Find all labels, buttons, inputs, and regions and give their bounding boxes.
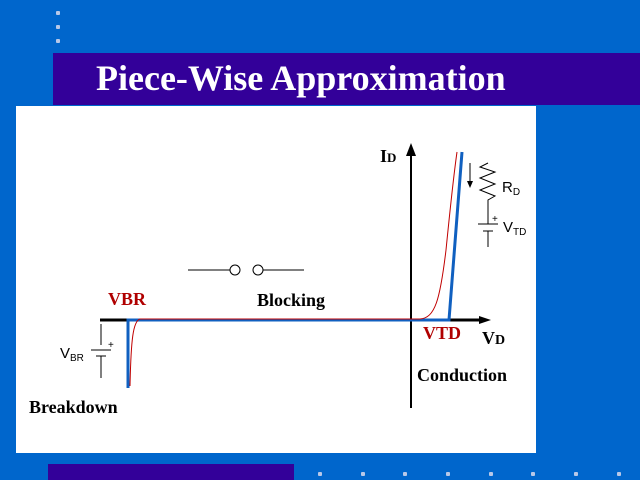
approximation-curve: [126, 151, 464, 388]
y-axis-arrow-icon: [406, 143, 416, 156]
switch-terminal: [229, 264, 241, 276]
decor-dot: [56, 11, 60, 15]
decor-dot: [489, 472, 493, 476]
y-axis-label: ID: [380, 146, 396, 166]
vbr-source-label: VBR: [60, 345, 84, 364]
rd-label: RD: [502, 179, 520, 198]
x-axis-arrow-icon: [479, 316, 491, 324]
decor-dot: [574, 472, 578, 476]
vbr-label: VBR: [108, 289, 147, 309]
decor-dot: [56, 39, 60, 43]
vtd-source-label: VTD: [503, 219, 526, 238]
decor-dot: [318, 472, 322, 476]
slide-title: Piece-Wise Approximation: [96, 58, 506, 98]
decor-dot: [361, 472, 365, 476]
footer-bar: [48, 464, 294, 480]
x-axis-label: VD: [482, 328, 505, 348]
title-bar: Piece-Wise Approximation: [53, 53, 640, 105]
plus-sign: +: [108, 340, 114, 351]
switch-terminal: [252, 264, 264, 276]
plus-sign: +: [492, 214, 498, 225]
vtd-label: VTD: [423, 323, 461, 343]
breakdown-label: Breakdown: [29, 397, 118, 417]
decor-dot: [531, 472, 535, 476]
content-panel: [16, 106, 536, 453]
conduction-label: Conduction: [417, 365, 507, 385]
decor-dot: [617, 472, 621, 476]
decor-dot: [403, 472, 407, 476]
diode-curve: [129, 151, 458, 387]
decor-dot: [446, 472, 450, 476]
decor-dot: [56, 25, 60, 29]
resistor-icon: [478, 162, 497, 217]
current-arrow-icon: [467, 181, 473, 188]
blocking-label: Blocking: [257, 290, 325, 310]
